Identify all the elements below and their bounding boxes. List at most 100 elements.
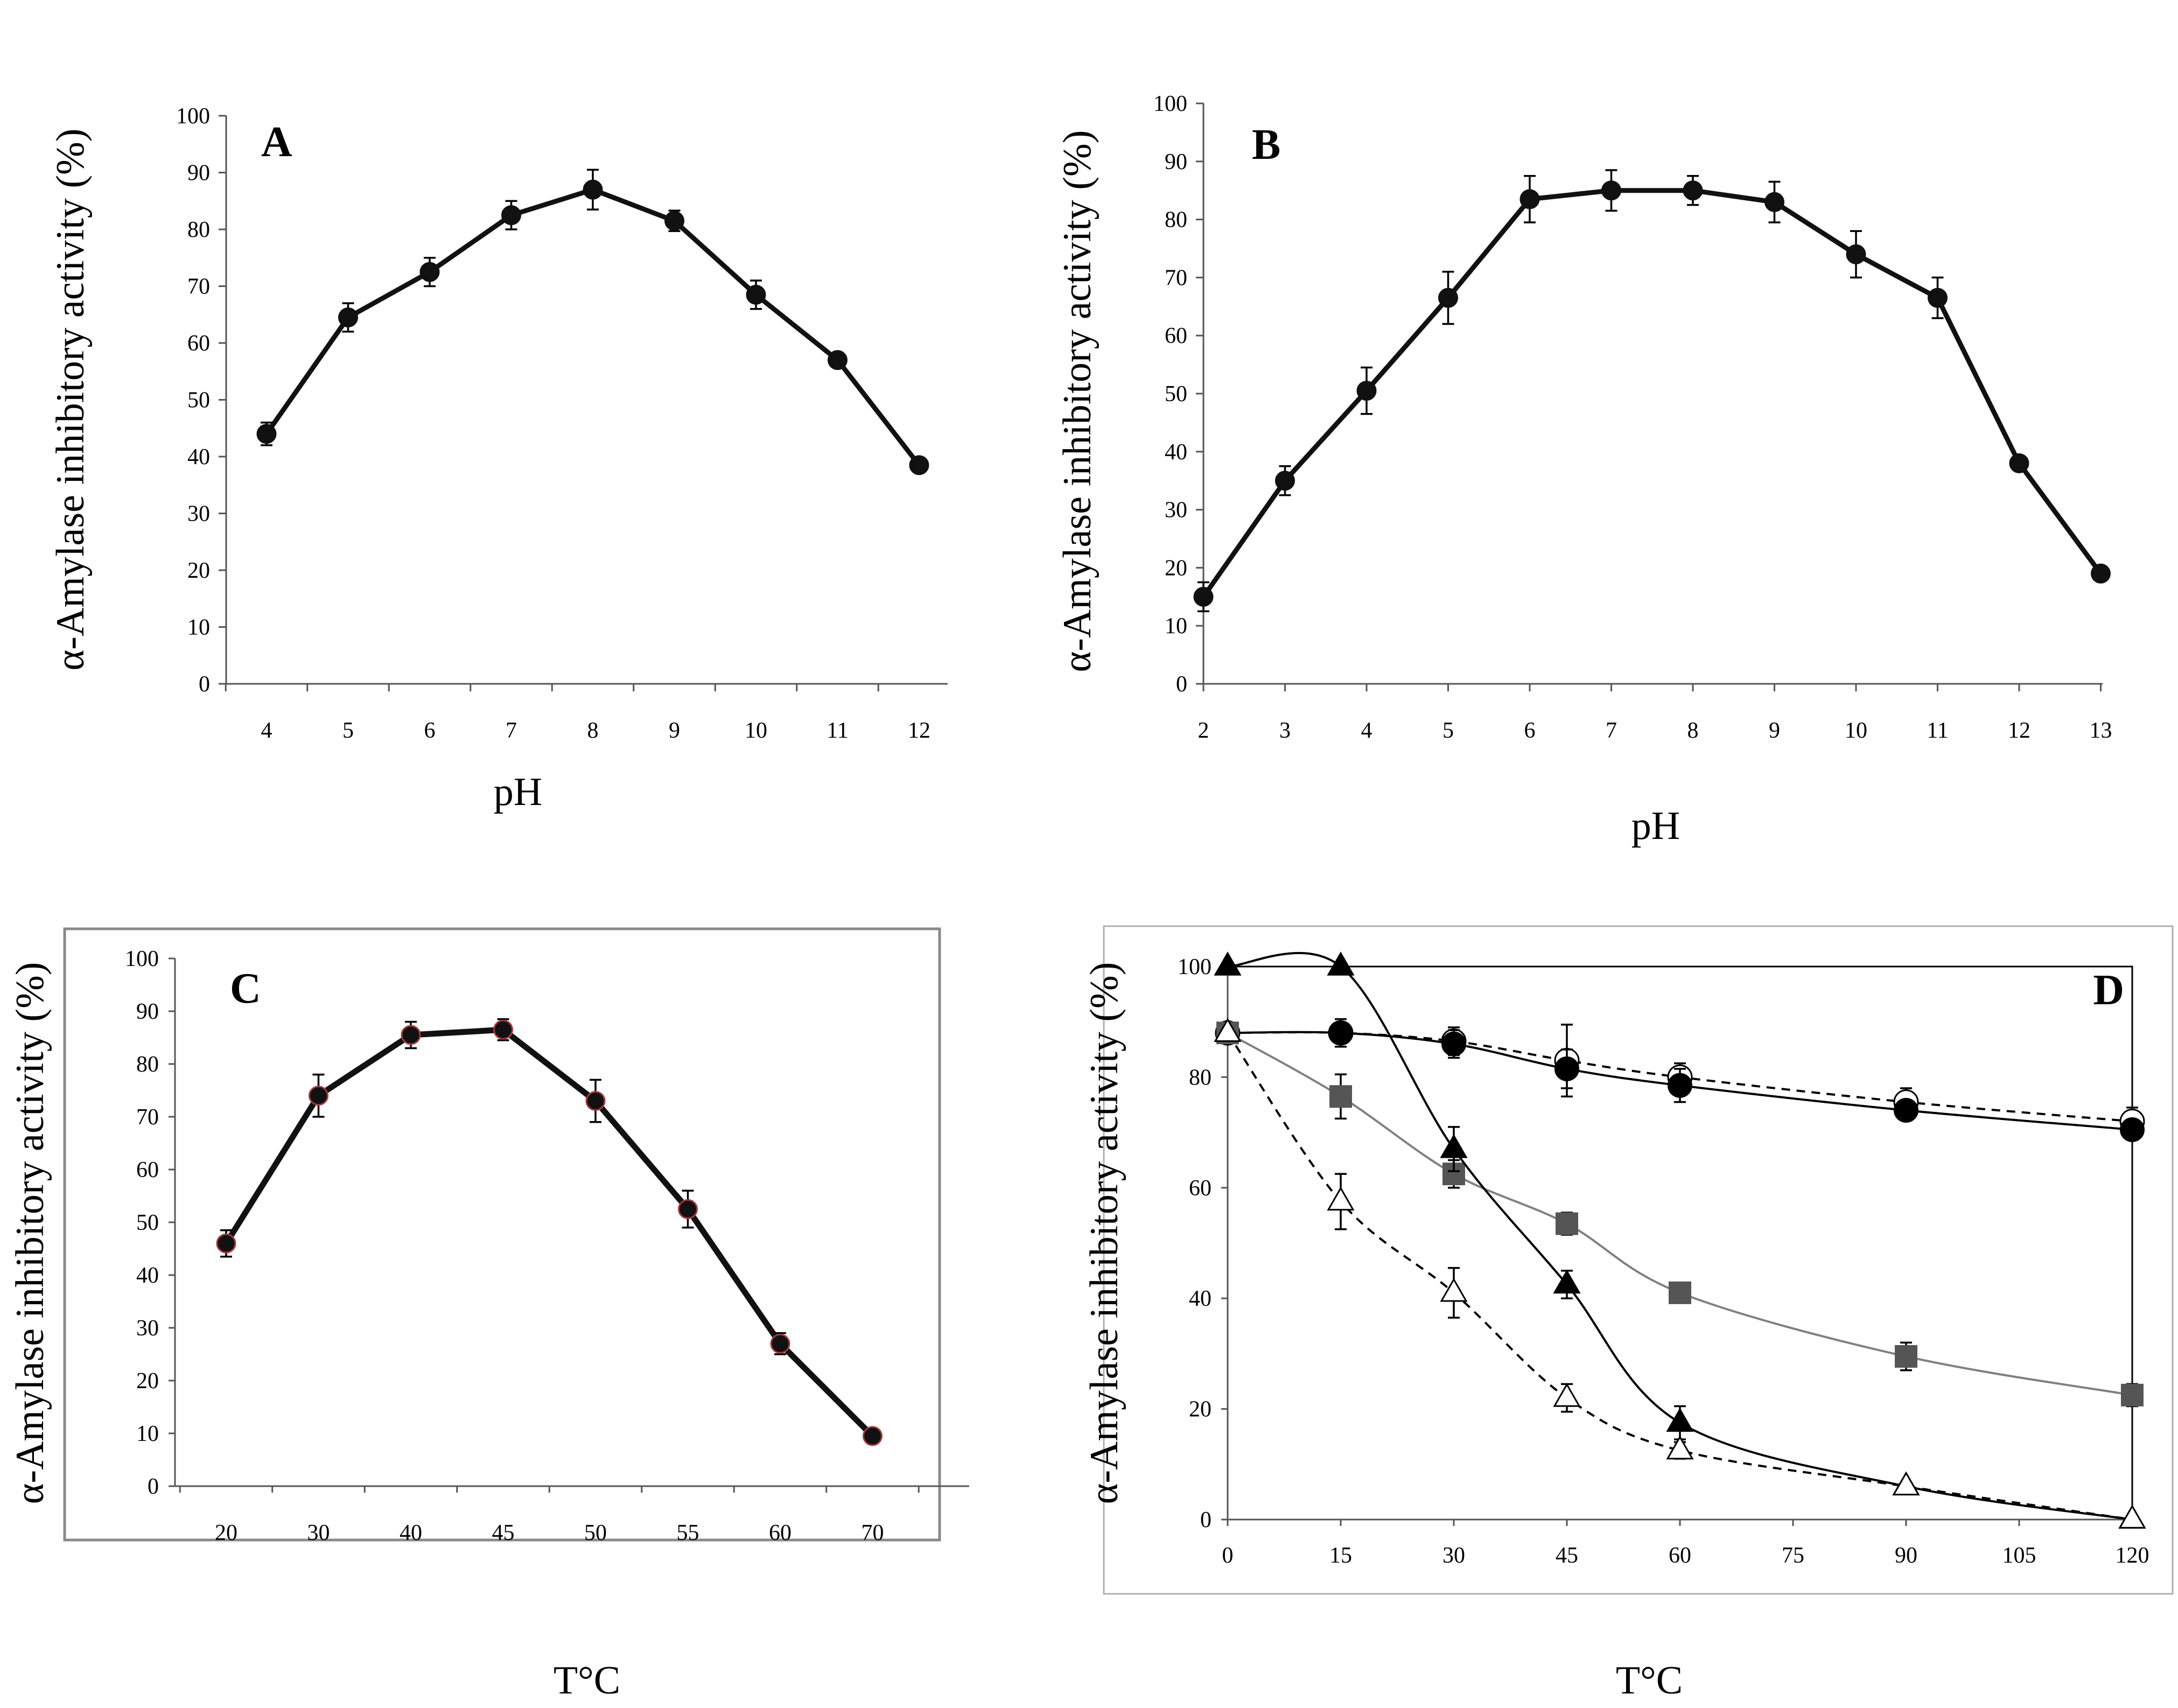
y-tick-label: 80 [136,1052,159,1077]
y-tick-label: 30 [136,1316,159,1341]
x-tick-label: 30 [307,1521,330,1545]
x-tick-label: 9 [1769,718,1780,743]
data-point [1892,1471,1920,1496]
y-tick-label: 0 [199,672,210,697]
y-tick-label: 20 [1165,556,1187,580]
data-point [2118,1504,2146,1529]
y-tick-label: 90 [187,161,210,186]
x-tick-label: 20 [215,1521,237,1545]
chart-frame [1103,925,2174,1595]
data-point [1214,1018,1242,1042]
y-tick-label: 30 [187,502,210,527]
y-tick-label: 20 [187,558,210,583]
panel-c: 0 10 20 30 40 50 60 70 80 90 100 20 30 40 45 50 55 60 70 α-… [8,927,969,1703]
x-tick-label: 6 [1524,718,1536,743]
data-point [1356,381,1377,401]
x-tick-label: 90 [1895,1543,1917,1568]
data-point [1556,1212,1578,1235]
x-tick-label: 55 [677,1521,699,1545]
y-tick-label: 100 [1178,955,1211,979]
x-tick-label: 4 [1361,718,1372,743]
data-point [909,455,929,475]
x-tick-label: 40 [400,1521,422,1545]
data-point [828,350,848,370]
series-inhibitory-activity [216,1018,883,1446]
data-point [2121,1383,2144,1406]
x-tick-label: 0 [1222,1543,1234,1568]
x-tick-label: 13 [2090,718,2112,743]
series-inhibitory-activity [1193,169,2111,612]
x-tick-label: 10 [1845,718,1867,743]
y-tick-label: 50 [136,1210,159,1235]
x-tick-label: 50 [584,1521,607,1545]
y-tick-label: 80 [187,218,210,242]
panel-d: 0 20 40 60 80 100 0 15 30 45 60 75 90 105 120 α-Amylase… [1082,925,2174,1703]
data-point [1519,189,1540,209]
x-tick-label: 8 [587,718,599,743]
x-tick-label: 45 [1556,1543,1578,1568]
x-tick-label: 45 [492,1521,515,1545]
y-tick-label: 70 [136,1105,159,1130]
panel-a: 0 10 20 30 40 50 60 70 80 90 100 4 5 6 7 8 9 10 11 12 α-Amyl… [48,104,948,814]
data-point [1440,1278,1468,1302]
y-axis-label: α-Amylase inhibitory activity (%) [1055,130,1099,673]
x-tick-label: 6 [424,718,436,743]
y-tick-label: 80 [1165,208,1187,233]
x-tick-label: 120 [2116,1543,2149,1568]
y-axis-label: α-Amylase inhibitory activity (%) [1082,962,1126,1504]
data-point [1846,244,1866,264]
y-tick-label: 30 [1165,498,1187,523]
data-point [585,1091,606,1111]
y-tick-label: 60 [1165,324,1187,348]
data-point [1666,1435,1694,1460]
data-point [1214,951,1242,976]
y-tick-label: 40 [1165,440,1187,465]
data-point [1894,1098,1918,1123]
panel-label: B [1252,121,1280,169]
x-tick-label: 11 [827,718,848,743]
chart-frame [63,927,941,1542]
x-tick-label: 5 [342,718,354,743]
data-point [1554,1056,1579,1081]
panel-label: D [2093,967,2124,1014]
data-point [1193,586,1214,607]
data-point [1438,288,1458,308]
data-point [1669,1281,1691,1304]
x-tick-label: 12 [908,718,930,743]
x-tick-label: 8 [1687,718,1699,743]
y-tick-label: 10 [136,1422,159,1446]
y-tick-label: 40 [187,445,210,470]
y-tick-label: 40 [1189,1286,1211,1311]
x-tick-label: 30 [1442,1543,1465,1568]
data-point [338,307,358,328]
series-filled-circles [1215,1018,2145,1142]
data-point [1553,1269,1581,1294]
data-point [1764,192,1784,212]
x-tick-label: 7 [1606,718,1617,743]
x-tick-label: 70 [862,1521,884,1545]
data-point [1441,1031,1466,1056]
data-point [1329,1085,1352,1108]
data-point [493,1019,513,1040]
data-point [1666,1408,1694,1432]
x-axis-label: T°C [554,1658,620,1703]
x-tick-label: 60 [1669,1543,1691,1568]
data-point [664,211,684,231]
x-tick-label: 75 [1782,1543,1804,1568]
data-point [216,1233,236,1254]
data-point [2120,1117,2145,1142]
series-open-triangles [1214,1018,2146,1529]
data-point [1440,1134,1468,1158]
x-tick-label: 60 [769,1521,792,1545]
data-point [309,1086,328,1106]
x-tick-label: 10 [745,718,767,743]
y-tick-label: 60 [136,1158,159,1182]
y-tick-label: 90 [136,999,159,1024]
series-line [1201,188,2103,598]
y-tick-label: 90 [1165,150,1187,174]
panel-b: 0 10 20 30 40 50 60 70 80 90 100 2 3 4 5 6 7 8 9 10 11 12 13 α-… [1055,92,2112,848]
y-tick-label: 40 [136,1263,159,1288]
data-point [2009,453,2029,473]
